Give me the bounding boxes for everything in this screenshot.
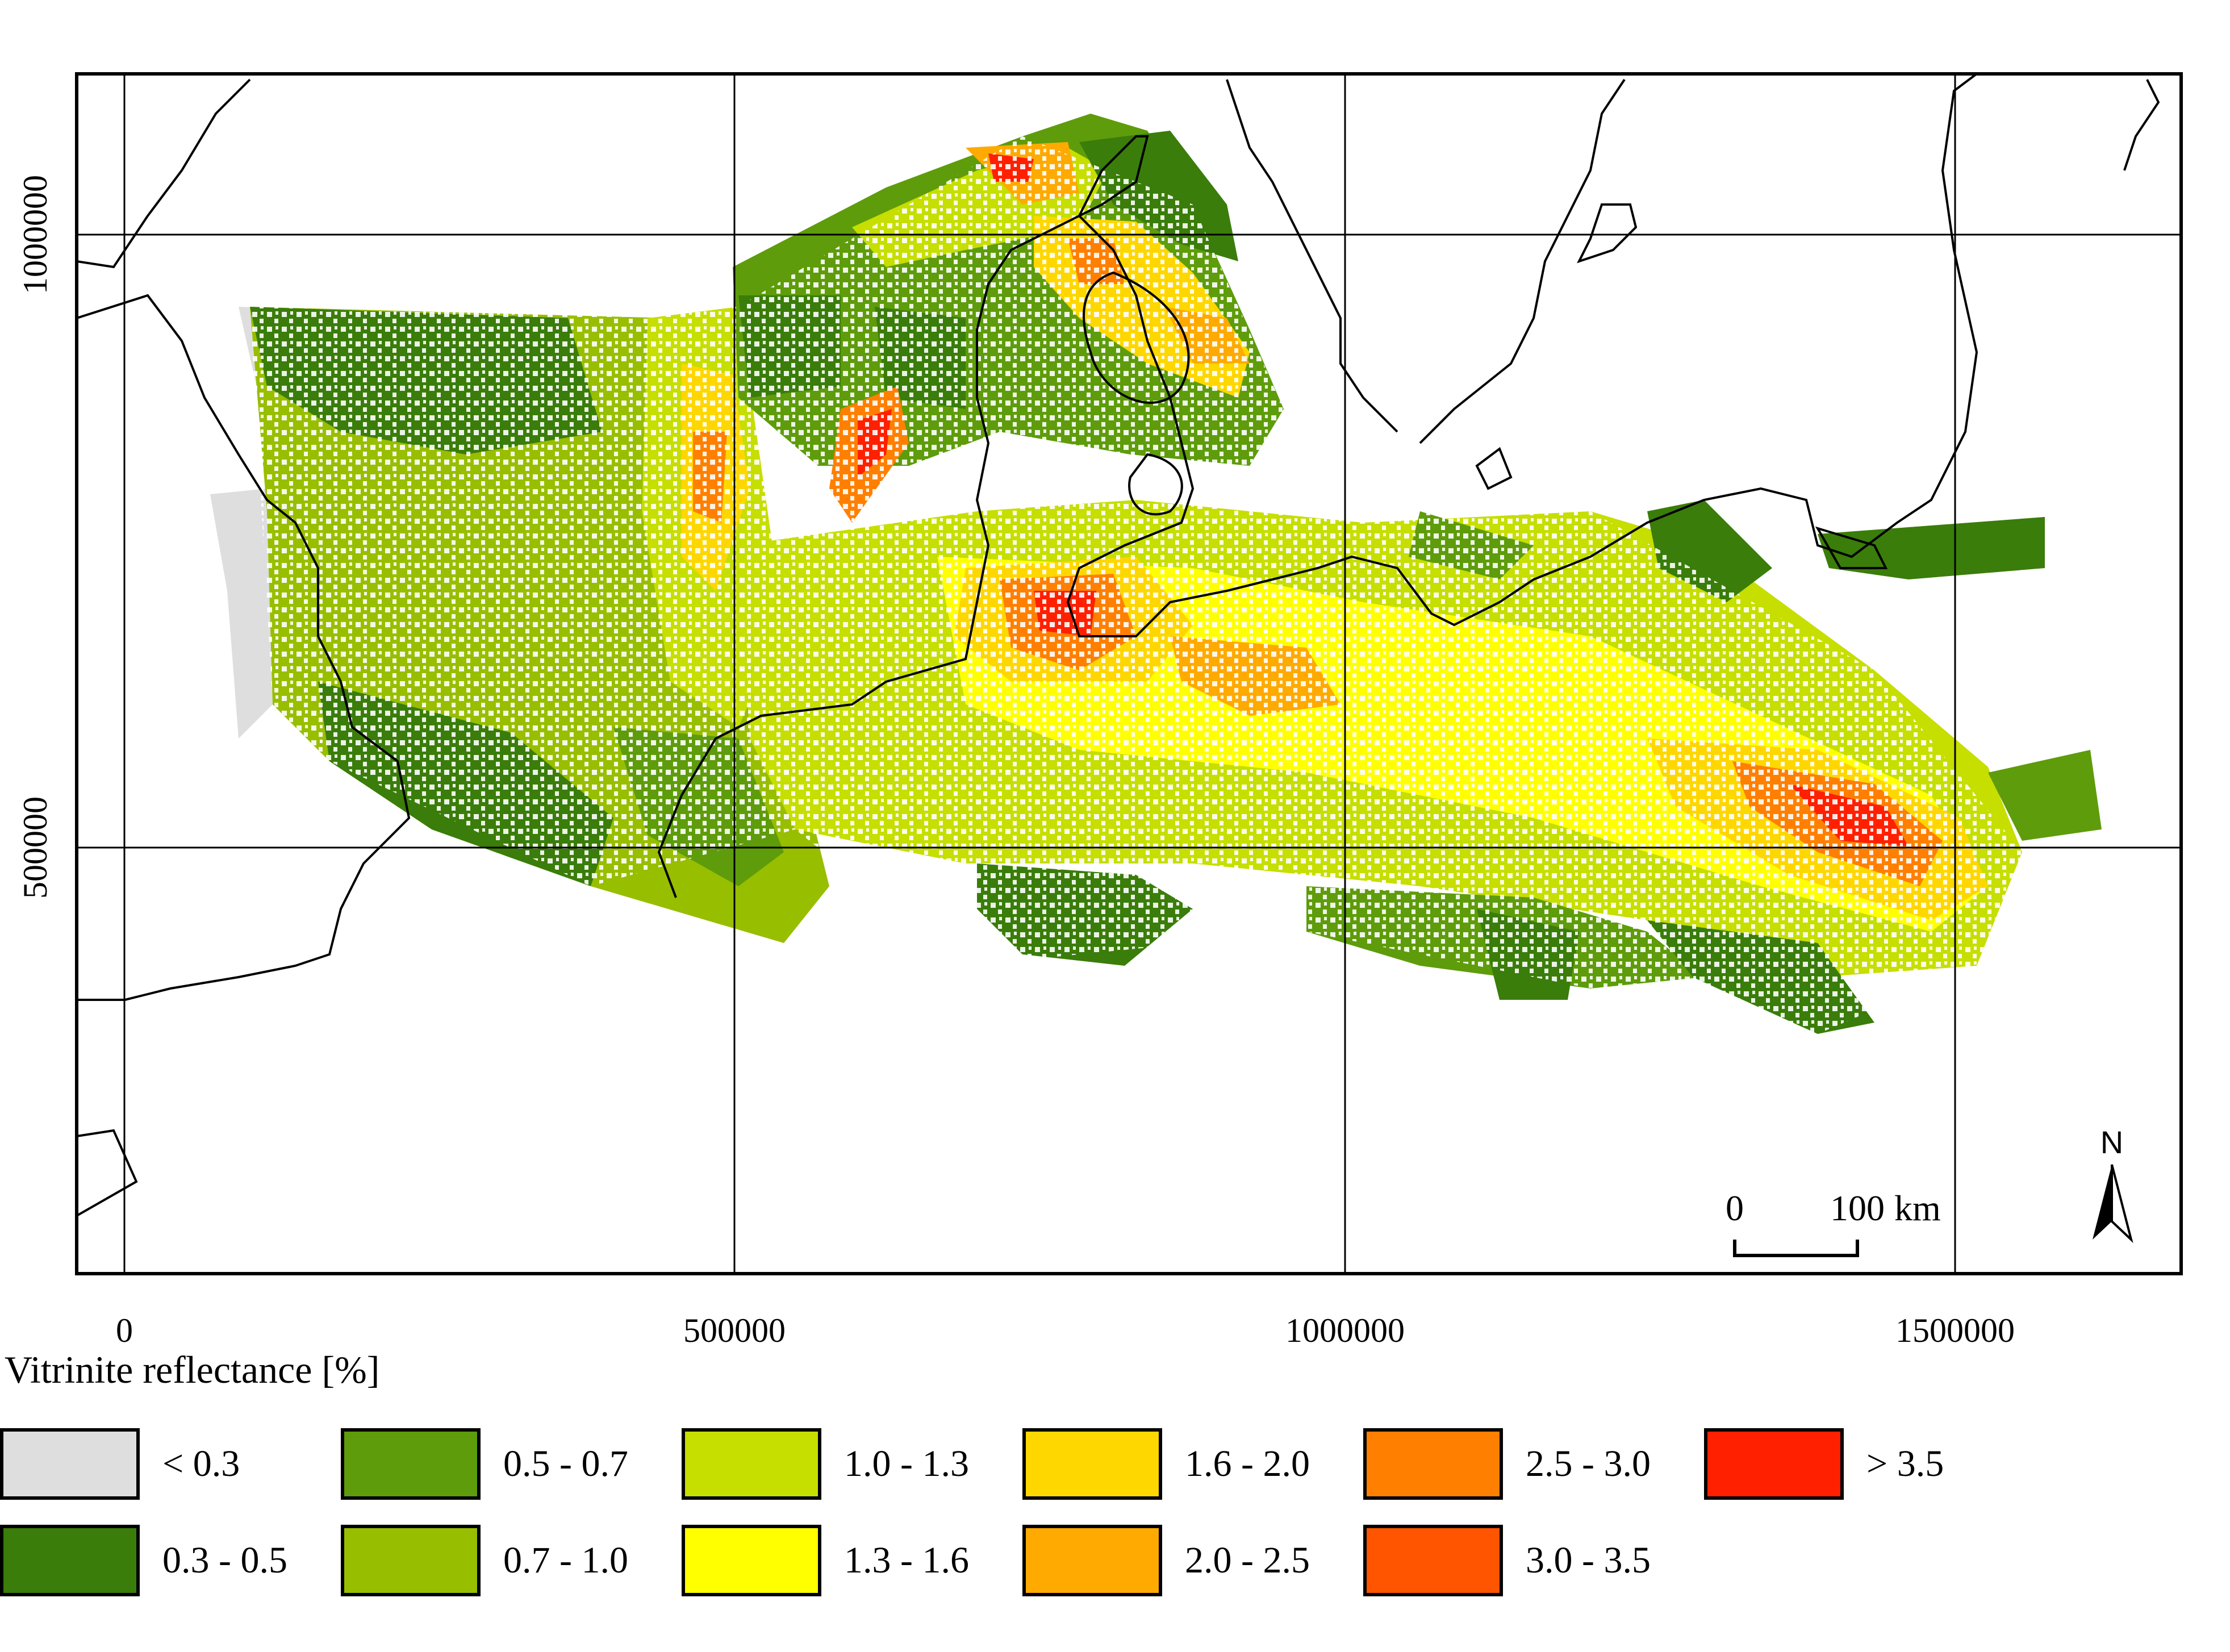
north-arrow-icon: N <box>2093 1124 2133 1244</box>
legend-item: < 0.3 <box>0 1427 240 1501</box>
legend-swatch <box>1363 1525 1503 1596</box>
legend-swatch <box>0 1428 140 1500</box>
scale-start-label: 0 <box>1726 1188 1744 1228</box>
map-content: 0 100 km N <box>77 74 2181 1274</box>
map-frame <box>75 72 2183 1275</box>
legend-item: 2.0 - 2.5 <box>1022 1524 1310 1597</box>
reflectance-raster <box>210 114 2102 1034</box>
legend-label: 2.5 - 3.0 <box>1526 1443 1651 1484</box>
legend-swatch <box>1363 1428 1503 1500</box>
legend-item: 0.7 - 1.0 <box>341 1524 628 1597</box>
legend-swatch <box>341 1525 481 1596</box>
x-tick-label: 0 <box>116 1312 133 1349</box>
legend-swatch <box>1022 1525 1162 1596</box>
legend-item: > 3.5 <box>1704 1427 1944 1501</box>
legend-item: 0.5 - 0.7 <box>341 1427 628 1501</box>
x-tick-label: 1000000 <box>1285 1312 1405 1349</box>
legend-label: 1.0 - 1.3 <box>844 1443 969 1484</box>
coastlines <box>77 74 2160 1217</box>
scale-unit-label: km <box>1894 1188 1941 1228</box>
legend-label: 0.5 - 0.7 <box>503 1443 628 1484</box>
legend-swatch <box>0 1525 140 1596</box>
x-tick-label: 500000 <box>683 1312 786 1349</box>
legend-item: 0.3 - 0.5 <box>0 1524 287 1597</box>
legend-label: < 0.3 <box>162 1443 240 1484</box>
scale-end-label: 100 <box>1830 1188 1885 1228</box>
north-label: N <box>2100 1124 2123 1160</box>
legend-label: 0.3 - 0.5 <box>162 1540 287 1581</box>
legend-item: 2.5 - 3.0 <box>1363 1427 1651 1501</box>
legend-swatch <box>1022 1428 1162 1500</box>
y-axis-labels: 1000000 500000 <box>16 175 54 899</box>
legend-item: 1.6 - 2.0 <box>1022 1427 1310 1501</box>
scale-bar: 0 100 km <box>1726 1188 1941 1257</box>
legend-swatch <box>341 1428 481 1500</box>
legend-title: Vitrinite reflectance [%] <box>5 1348 380 1391</box>
legend-item: 1.0 - 1.3 <box>682 1427 969 1501</box>
legend-label: > 3.5 <box>1866 1443 1944 1484</box>
x-tick-label: 1500000 <box>1895 1312 2015 1349</box>
legend-label: 2.0 - 2.5 <box>1185 1540 1310 1581</box>
graticule <box>77 74 2181 1274</box>
legend-label: 0.7 - 1.0 <box>503 1540 628 1581</box>
legend-label: 1.6 - 2.0 <box>1185 1443 1310 1484</box>
legend-label: 3.0 - 3.5 <box>1526 1540 1651 1581</box>
y-tick-label: 1000000 <box>16 175 54 294</box>
x-axis-labels: 0 500000 1000000 1500000 <box>116 1312 2015 1349</box>
legend-swatch <box>682 1428 821 1500</box>
legend-swatch <box>1704 1428 1844 1500</box>
legend-swatch <box>682 1525 821 1596</box>
legend-item: 3.0 - 3.5 <box>1363 1524 1651 1597</box>
legend-label: 1.3 - 1.6 <box>844 1540 969 1581</box>
legend-item: 1.3 - 1.6 <box>682 1524 969 1597</box>
y-tick-label: 500000 <box>16 796 54 899</box>
